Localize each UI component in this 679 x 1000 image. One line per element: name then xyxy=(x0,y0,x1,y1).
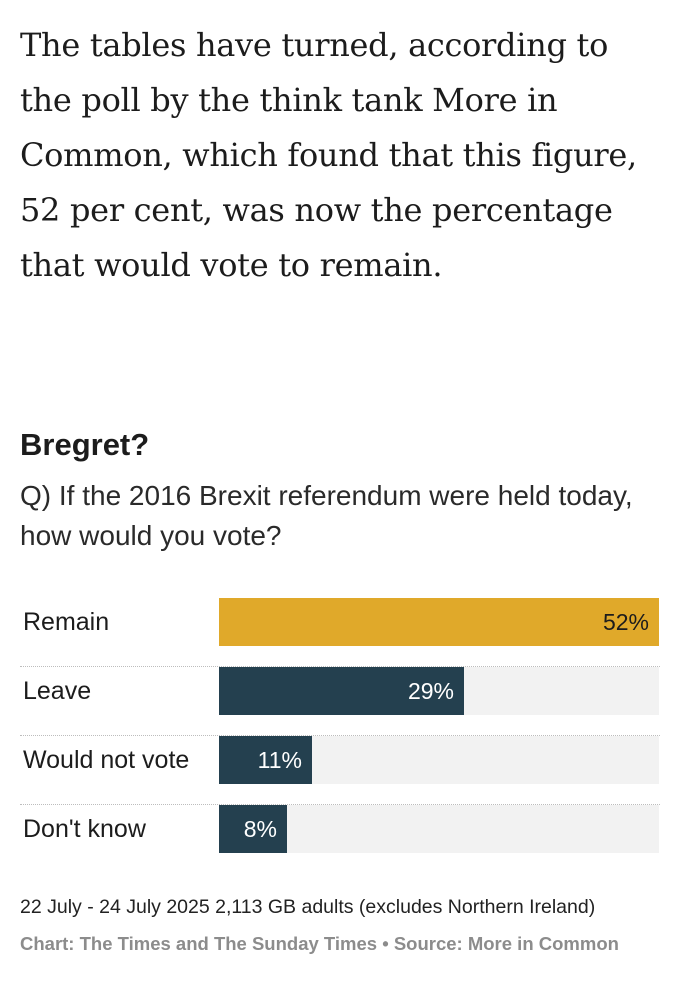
chart-rows: Remain 52% Leave 29% Would not vote 11% Don't … xyxy=(20,598,660,874)
bar-track: 8% xyxy=(219,805,659,853)
bar: 29% xyxy=(219,667,464,715)
bar-row: Would not vote 11% xyxy=(20,736,660,805)
row-divider xyxy=(20,666,660,667)
bar-value-label: 8% xyxy=(243,816,277,842)
bar-track: 11% xyxy=(219,736,659,784)
bar: 8% xyxy=(219,805,287,853)
category-label: Leave xyxy=(23,677,92,705)
bar-track: 29% xyxy=(219,667,659,715)
bar-row: Don't know 8% xyxy=(20,805,660,874)
bar-value-label: 29% xyxy=(407,678,454,704)
chart-title: Bregret? xyxy=(20,427,150,462)
chart-credit: Chart: The Times and The Sunday Times • … xyxy=(20,933,619,954)
bar-track: 52% xyxy=(219,598,659,646)
bar-row: Leave 29% xyxy=(20,667,660,736)
bar-chart: Bregret? Q) If the 2016 Brexit referendu… xyxy=(20,420,660,954)
row-divider xyxy=(20,804,660,805)
bar-value-label: 11% xyxy=(257,747,302,773)
category-label: Don't know xyxy=(23,815,146,843)
bar: 52% xyxy=(219,598,659,646)
category-label: Remain xyxy=(23,608,110,636)
chart-note: 22 July - 24 July 2025 2,113 GB adults (… xyxy=(20,896,596,918)
article-paragraph: The tables have turned, according to the… xyxy=(20,26,637,284)
bar-row: Remain 52% xyxy=(20,598,660,667)
category-label: Would not vote xyxy=(23,746,190,774)
chart-subtitle: Q) If the 2016 Brexit referendum were he… xyxy=(20,480,633,551)
bar-value-label: 52% xyxy=(602,609,649,635)
bar: 11% xyxy=(219,736,312,784)
row-divider xyxy=(20,735,660,736)
